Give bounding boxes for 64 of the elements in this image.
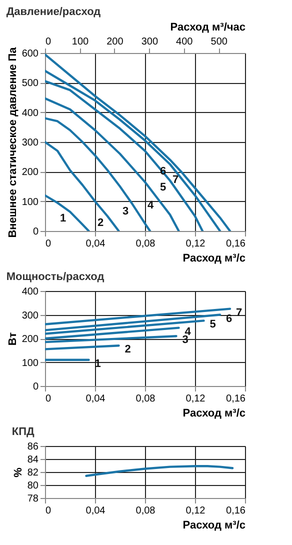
x2-tick-label: 300 [141,36,158,48]
y-tick-label: 300 [22,310,39,322]
y-tick-label: 78 [27,494,39,504]
y-tick-label: 0 [32,226,39,238]
line-series [45,97,180,231]
x-tick-label: 0,12 [186,506,206,516]
x-tick-label: 0,12 [186,394,206,404]
annotation: 1 [60,212,66,225]
x-axis-title: Расход м³/с [182,408,246,420]
y-tick-label: 500 [22,78,39,90]
x2-tick-label: 200 [106,36,124,48]
line-series [45,80,204,231]
x-tick-label: 0 [46,506,52,516]
x-tick-label: 0,16 [226,238,246,250]
annotation: 6 [226,312,232,325]
annotation: 3 [122,205,129,218]
annotation: 5 [210,318,216,331]
x-tick-label: 0,16 [226,506,246,516]
line-series [85,465,234,477]
y-tick-label: 400 [22,286,39,298]
annotation: 4 [147,199,154,212]
x-tick-label: 0,04 [86,394,106,404]
x-tick-label: 0,08 [136,394,156,404]
y-tick-label: 100 [22,196,39,208]
y-tick-label: 0 [32,382,39,392]
y-tick-label: 82 [27,468,39,478]
x2-tick-label: 100 [72,36,89,48]
x-axis-title: Расход м³/с [182,252,246,264]
annotation: 2 [97,217,104,230]
x-tick-label: 0,08 [136,506,156,516]
x-axis-title: Расход м³/с [182,520,246,532]
x-tick-label: 0,16 [226,394,246,404]
x2-tick-label: 0 [46,36,52,48]
line-series [45,117,152,231]
line-series [45,140,120,231]
y-tick-label: 200 [22,167,39,178]
y-tick-label: 200 [22,334,39,345]
x-tick-label: 0,04 [86,506,106,516]
y-axis-title: % [12,467,24,478]
x-tick-label: 0,08 [136,238,156,250]
chart-title: КПД [12,426,34,438]
y-tick-label: 80 [27,480,39,492]
y-tick-label: 400 [22,108,39,119]
chart-title: Мощность/расход [6,271,104,283]
x-tick-label: 0 [46,394,52,404]
x2-tick-label: 400 [176,36,194,48]
y-tick-label: 86 [27,442,39,452]
annotation: 7 [172,174,179,186]
y-tick-label: 100 [22,358,39,369]
annotation: 2 [124,344,131,356]
x-tick-label: 0,04 [86,238,106,250]
x-tick-label: 0,12 [186,238,206,250]
y-tick-label: 84 [27,454,39,466]
y-axis-title: Вт [6,332,19,346]
y-tick-label: 600 [22,48,39,60]
x-tick-label: 0 [46,238,52,250]
x2-axis-title: Расход м³/час [170,22,246,34]
y-axis-title: Внешнее статическое давление Па [6,46,19,238]
annotation: 6 [160,165,166,178]
chart-title: Давление/расход [6,6,101,18]
y-tick-label: 300 [22,138,39,148]
line-series [45,194,90,231]
annotation: 5 [160,182,166,194]
x2-tick-label: 500 [210,36,228,48]
